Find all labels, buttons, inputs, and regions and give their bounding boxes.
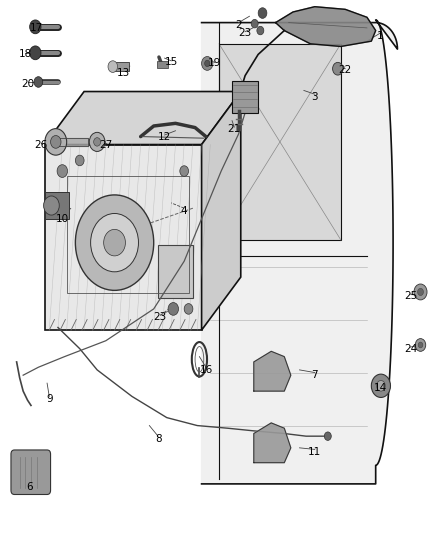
Text: 15: 15 bbox=[165, 58, 178, 67]
Circle shape bbox=[45, 128, 67, 155]
Bar bbox=[158, 245, 193, 298]
Text: 3: 3 bbox=[311, 92, 318, 102]
Circle shape bbox=[258, 8, 267, 18]
Circle shape bbox=[324, 432, 331, 440]
Bar bbox=[157, 61, 168, 68]
Text: 21: 21 bbox=[228, 124, 241, 134]
Circle shape bbox=[44, 196, 59, 215]
Text: 7: 7 bbox=[311, 370, 318, 380]
Polygon shape bbox=[56, 138, 88, 146]
Polygon shape bbox=[254, 423, 291, 463]
Text: 6: 6 bbox=[26, 481, 33, 491]
Circle shape bbox=[184, 304, 193, 314]
Circle shape bbox=[30, 46, 41, 60]
Text: 4: 4 bbox=[181, 206, 187, 216]
Text: 22: 22 bbox=[339, 66, 352, 75]
Bar bbox=[45, 192, 69, 219]
FancyBboxPatch shape bbox=[11, 450, 50, 495]
Circle shape bbox=[34, 77, 43, 87]
Circle shape bbox=[168, 303, 179, 316]
Text: 16: 16 bbox=[199, 365, 212, 375]
Text: 10: 10 bbox=[56, 214, 69, 224]
Circle shape bbox=[57, 165, 67, 177]
Circle shape bbox=[418, 342, 423, 348]
Text: 2: 2 bbox=[235, 20, 242, 30]
Text: 12: 12 bbox=[158, 132, 171, 142]
Circle shape bbox=[180, 166, 188, 176]
Circle shape bbox=[91, 214, 138, 272]
Circle shape bbox=[205, 60, 210, 67]
Circle shape bbox=[94, 138, 101, 146]
Circle shape bbox=[30, 20, 41, 34]
Circle shape bbox=[371, 374, 391, 398]
Circle shape bbox=[415, 338, 426, 351]
Bar bbox=[67, 176, 188, 293]
Circle shape bbox=[89, 132, 105, 151]
Circle shape bbox=[108, 61, 117, 72]
Text: 26: 26 bbox=[34, 140, 47, 150]
Text: 23: 23 bbox=[238, 28, 252, 38]
Polygon shape bbox=[45, 92, 241, 144]
Circle shape bbox=[50, 135, 61, 148]
Circle shape bbox=[75, 155, 84, 166]
Text: 9: 9 bbox=[46, 394, 53, 404]
Text: 27: 27 bbox=[99, 140, 113, 150]
Text: 25: 25 bbox=[404, 290, 417, 301]
Text: 19: 19 bbox=[208, 59, 221, 68]
Text: 11: 11 bbox=[308, 447, 321, 457]
Text: 17: 17 bbox=[30, 23, 43, 33]
Circle shape bbox=[332, 62, 343, 75]
Circle shape bbox=[417, 288, 424, 295]
Bar bbox=[219, 44, 341, 240]
Circle shape bbox=[414, 284, 427, 300]
Circle shape bbox=[377, 381, 385, 391]
Text: 13: 13 bbox=[117, 68, 130, 78]
Circle shape bbox=[257, 26, 264, 35]
Circle shape bbox=[201, 56, 213, 70]
Text: 8: 8 bbox=[155, 434, 161, 444]
Text: 18: 18 bbox=[19, 50, 32, 59]
Text: 20: 20 bbox=[21, 78, 34, 88]
Text: 14: 14 bbox=[374, 383, 387, 393]
Polygon shape bbox=[201, 92, 241, 330]
Polygon shape bbox=[201, 20, 397, 484]
Circle shape bbox=[251, 19, 258, 28]
Circle shape bbox=[104, 229, 125, 256]
Polygon shape bbox=[232, 81, 258, 113]
Text: 1: 1 bbox=[377, 31, 383, 41]
Polygon shape bbox=[45, 144, 201, 330]
Text: 23: 23 bbox=[154, 312, 167, 322]
Polygon shape bbox=[276, 7, 376, 46]
Text: 24: 24 bbox=[404, 344, 417, 354]
Circle shape bbox=[75, 195, 154, 290]
Polygon shape bbox=[254, 351, 291, 391]
Bar bbox=[113, 62, 129, 71]
